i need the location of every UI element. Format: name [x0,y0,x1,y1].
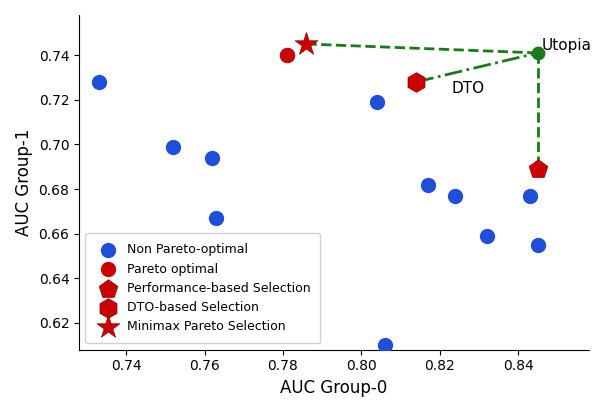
Non Pareto-optimal [423,181,433,188]
Non Pareto-optimal [94,79,104,85]
Non Pareto-optimal [525,192,535,199]
Non Pareto-optimal [207,154,217,161]
DTO-based Selection [411,79,421,85]
Non Pareto-optimal [282,52,292,59]
Point [533,49,542,56]
Minimax Pareto Selection [301,41,311,47]
Non Pareto-optimal [168,143,178,150]
Non Pareto-optimal [533,241,542,248]
Legend: Non Pareto-optimal, Pareto optimal, Performance-based Selection, DTO-based Selec: Non Pareto-optimal, Pareto optimal, Perf… [85,234,320,344]
Non Pareto-optimal [451,192,461,199]
Text: DTO: DTO [451,81,484,96]
Performance-based Selection [533,166,542,172]
Text: Utopia: Utopia [542,37,592,53]
Non Pareto-optimal [380,342,390,349]
Pareto optimal [282,52,292,59]
Non Pareto-optimal [482,233,492,239]
Non Pareto-optimal [372,99,382,105]
Y-axis label: AUC Group-1: AUC Group-1 [15,129,33,236]
Non Pareto-optimal [212,215,221,221]
X-axis label: AUC Group-0: AUC Group-0 [280,379,387,397]
